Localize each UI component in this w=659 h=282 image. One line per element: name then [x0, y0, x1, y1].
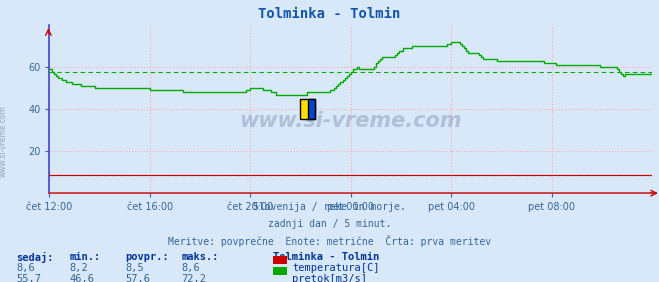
Text: 8,2: 8,2: [69, 263, 88, 273]
Text: 57,6: 57,6: [125, 274, 150, 282]
Text: www.si-vreme.com: www.si-vreme.com: [240, 111, 462, 131]
Text: 8,5: 8,5: [125, 263, 144, 273]
Text: pretok[m3/s]: pretok[m3/s]: [292, 274, 367, 282]
Text: sedaj:: sedaj:: [16, 252, 54, 263]
Text: Slovenija / reke in morje.: Slovenija / reke in morje.: [253, 202, 406, 212]
FancyBboxPatch shape: [308, 99, 315, 119]
Text: povpr.:: povpr.:: [125, 252, 169, 261]
Text: Meritve: povprečne  Enote: metrične  Črta: prva meritev: Meritve: povprečne Enote: metrične Črta:…: [168, 235, 491, 248]
Text: 8,6: 8,6: [16, 263, 35, 273]
Text: min.:: min.:: [69, 252, 100, 261]
Text: www.si-vreme.com: www.si-vreme.com: [0, 105, 8, 177]
Text: zadnji dan / 5 minut.: zadnji dan / 5 minut.: [268, 219, 391, 228]
Text: 72,2: 72,2: [181, 274, 206, 282]
Text: Tolminka - Tolmin: Tolminka - Tolmin: [273, 252, 380, 261]
Text: 46,6: 46,6: [69, 274, 94, 282]
Text: 55,7: 55,7: [16, 274, 42, 282]
Text: Tolminka - Tolmin: Tolminka - Tolmin: [258, 7, 401, 21]
Text: temperatura[C]: temperatura[C]: [292, 263, 380, 273]
FancyBboxPatch shape: [300, 99, 315, 119]
Text: 8,6: 8,6: [181, 263, 200, 273]
Text: maks.:: maks.:: [181, 252, 219, 261]
